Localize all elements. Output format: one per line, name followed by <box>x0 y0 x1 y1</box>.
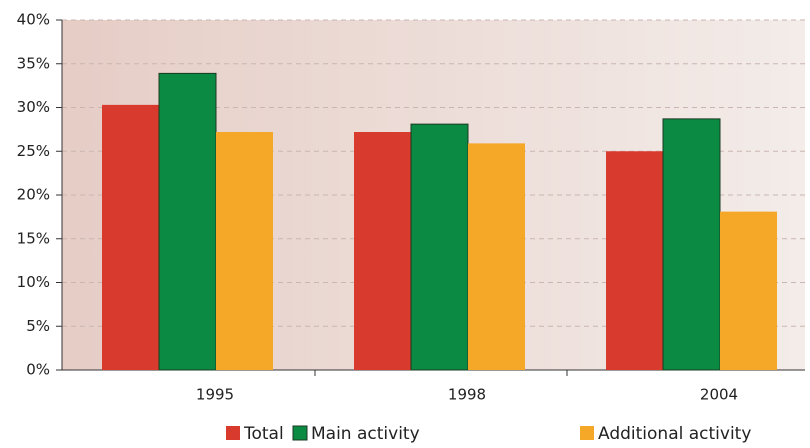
bar <box>102 104 159 370</box>
y-tick-label: 5% <box>26 317 50 335</box>
bar <box>410 123 469 371</box>
bar <box>468 143 525 370</box>
y-tick-label: 25% <box>17 142 50 160</box>
y-tick-label: 30% <box>17 98 50 116</box>
x-tick-label: 2004 <box>700 386 738 404</box>
y-tick-label: 10% <box>17 273 50 291</box>
y-tick-label: 35% <box>17 54 50 72</box>
bar <box>662 118 721 371</box>
y-tick-label: 20% <box>17 186 50 204</box>
legend-swatch <box>292 425 308 441</box>
x-tick-label: 1995 <box>196 386 234 404</box>
legend-label: Additional activity <box>598 424 751 444</box>
bar <box>606 151 663 370</box>
y-tick-label: 0% <box>26 361 50 379</box>
bar <box>720 211 777 370</box>
y-tick-label: 15% <box>17 229 50 247</box>
legend-swatch <box>580 426 594 440</box>
bar <box>354 132 411 370</box>
bar <box>216 132 273 370</box>
y-tick-label: 40% <box>17 11 50 29</box>
legend-label: Main activity <box>311 424 420 444</box>
bar <box>158 72 217 371</box>
x-tick-label: 1998 <box>448 386 486 404</box>
legend-swatch <box>226 426 240 440</box>
legend-label: Total <box>243 424 284 444</box>
